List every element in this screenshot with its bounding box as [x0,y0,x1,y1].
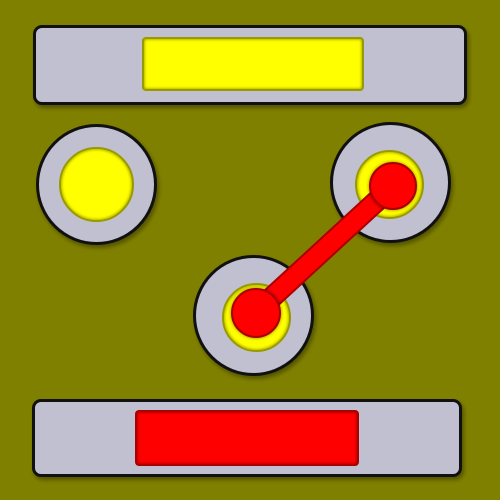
top-bar [33,25,467,105]
bottom-bar [32,399,462,477]
bottom-bar-piece-slot[interactable] [135,410,359,466]
peg-right[interactable] [369,162,417,210]
peg-center[interactable] [231,288,281,338]
socket-left[interactable] [36,124,157,245]
top-bar-target-slot[interactable] [142,37,364,91]
socket-left-target[interactable] [59,147,134,222]
